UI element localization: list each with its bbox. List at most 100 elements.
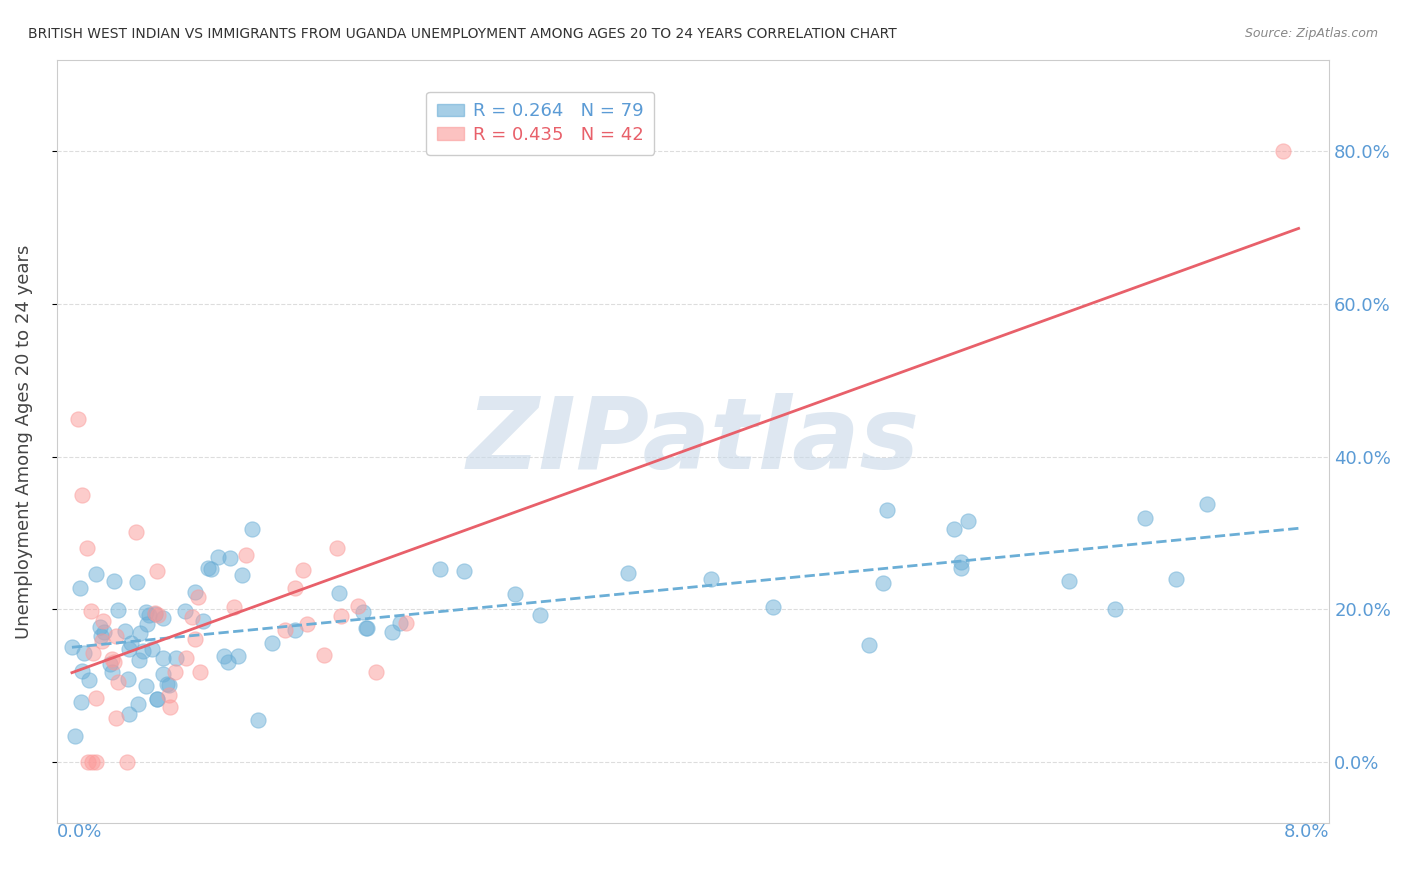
British West Indians [138,607,160,622]
British West Indians [354,621,377,635]
Immigrants from Uganda [291,563,314,577]
British West Indians [453,564,475,578]
Immigrants from Uganda [274,623,297,637]
Text: BRITISH WEST INDIAN VS IMMIGRANTS FROM UGANDA UNEMPLOYMENT AMONG AGES 20 TO 24 Y: BRITISH WEST INDIAN VS IMMIGRANTS FROM U… [28,27,897,41]
British West Indians [146,691,169,706]
Immigrants from Uganda [115,756,138,770]
British West Indians [60,640,83,654]
Immigrants from Uganda [146,607,169,622]
British West Indians [135,679,157,693]
British West Indians [943,522,966,536]
Immigrants from Uganda [103,655,125,669]
British West Indians [136,616,159,631]
Immigrants from Uganda [297,617,319,632]
British West Indians [956,514,979,528]
British West Indians [503,587,526,601]
British West Indians [132,644,155,658]
Immigrants from Uganda [329,608,352,623]
British West Indians [73,646,96,660]
British West Indians [127,697,149,711]
British West Indians [152,611,174,625]
British West Indians [352,605,374,619]
British West Indians [69,582,91,596]
Immigrants from Uganda [104,711,127,725]
British West Indians [1135,510,1157,524]
Immigrants from Uganda [326,541,349,556]
Immigrants from Uganda [91,615,114,629]
British West Indians [117,672,139,686]
British West Indians [218,550,240,565]
British West Indians [200,562,222,576]
British West Indians [86,566,108,581]
British West Indians [226,648,249,663]
British West Indians [159,678,181,692]
British West Indians [207,549,229,564]
British West Indians [356,621,378,635]
British West Indians [118,707,141,722]
Immigrants from Uganda [125,524,148,539]
British West Indians [762,599,785,614]
British West Indians [152,666,174,681]
British West Indians [217,655,239,669]
Legend: R = 0.264   N = 79, R = 0.435   N = 42: R = 0.264 N = 79, R = 0.435 N = 42 [426,92,654,154]
British West Indians [114,624,136,639]
British West Indians [143,607,166,621]
Immigrants from Uganda [159,700,181,714]
British West Indians [127,574,149,589]
Immigrants from Uganda [143,606,166,620]
British West Indians [93,625,115,640]
British West Indians [197,561,219,575]
Immigrants from Uganda [1272,145,1295,159]
British West Indians [89,620,111,634]
Immigrants from Uganda [176,650,198,665]
British West Indians [135,606,157,620]
Text: Source: ZipAtlas.com: Source: ZipAtlas.com [1244,27,1378,40]
British West Indians [231,567,253,582]
British West Indians [90,629,112,643]
Immigrants from Uganda [84,756,107,770]
British West Indians [328,586,350,600]
Immigrants from Uganda [184,632,207,646]
British West Indians [246,713,269,727]
British West Indians [240,522,263,536]
British West Indians [63,730,86,744]
British West Indians [128,653,150,667]
British West Indians [872,575,894,590]
British West Indians [429,561,451,575]
Text: 8.0%: 8.0% [1284,823,1329,841]
British West Indians [389,616,412,631]
British West Indians [100,665,122,679]
British West Indians [1195,497,1218,511]
British West Indians [1057,574,1080,588]
Immigrants from Uganda [364,665,387,680]
Immigrants from Uganda [188,665,211,679]
Immigrants from Uganda [107,674,129,689]
British West Indians [617,566,640,580]
Immigrants from Uganda [284,581,307,595]
British West Indians [1164,572,1187,586]
British West Indians [193,614,215,628]
British West Indians [146,692,169,706]
British West Indians [118,641,141,656]
Immigrants from Uganda [163,665,186,679]
Immigrants from Uganda [157,688,180,702]
Immigrants from Uganda [180,610,202,624]
Immigrants from Uganda [76,541,98,556]
Immigrants from Uganda [222,600,245,615]
British West Indians [165,651,187,665]
Immigrants from Uganda [347,599,370,613]
British West Indians [700,572,723,586]
Immigrants from Uganda [80,756,103,770]
British West Indians [129,626,152,640]
British West Indians [184,584,207,599]
Immigrants from Uganda [105,629,128,643]
British West Indians [1104,602,1126,616]
British West Indians [98,657,121,672]
British West Indians [950,556,973,570]
British West Indians [152,650,174,665]
Immigrants from Uganda [395,616,418,631]
British West Indians [120,636,142,650]
Immigrants from Uganda [72,488,94,502]
Y-axis label: Unemployment Among Ages 20 to 24 years: Unemployment Among Ages 20 to 24 years [15,244,32,639]
British West Indians [284,623,307,637]
